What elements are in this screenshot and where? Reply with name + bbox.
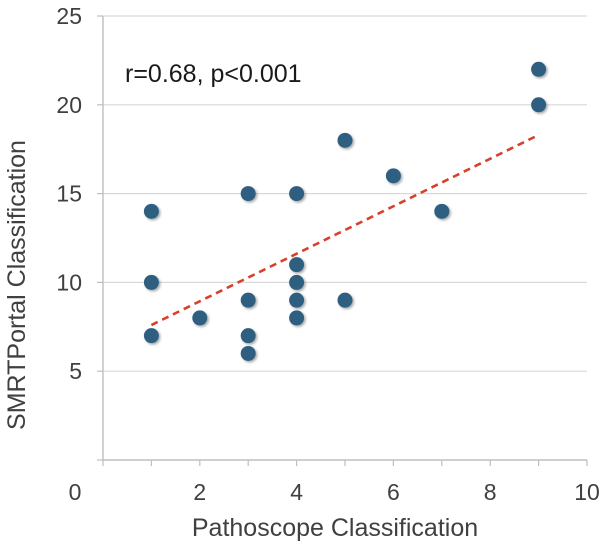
data-point-2 — [143, 203, 159, 219]
data-point-6 — [240, 292, 256, 308]
x-tick-label-2: 2 — [193, 479, 206, 505]
data-point-5 — [240, 328, 256, 344]
data-point-4 — [240, 345, 256, 361]
x-tick-label-8: 8 — [484, 479, 497, 505]
data-point-16 — [434, 203, 450, 219]
data-point-9 — [289, 292, 305, 308]
y-tick-label-15: 15 — [56, 181, 82, 207]
data-point-8 — [289, 310, 305, 326]
y-tick-label-25: 25 — [56, 3, 82, 29]
data-point-17 — [531, 97, 547, 113]
gridlines — [103, 15, 587, 372]
y-tick-label-20: 20 — [56, 92, 82, 118]
correlation-annotation: r=0.68, p<0.001 — [125, 60, 302, 88]
data-point-7 — [240, 186, 256, 202]
x-tick-label-10: 10 — [574, 479, 600, 505]
data-point-13 — [337, 292, 353, 308]
data-point-18 — [531, 61, 547, 77]
axes — [97, 15, 588, 466]
y-axis-title: SMRTPortal Classification — [3, 140, 31, 430]
data-point-12 — [289, 186, 305, 202]
data-point-14 — [337, 132, 353, 148]
data-point-10 — [289, 274, 305, 290]
y-tick-label-10: 10 — [56, 269, 82, 295]
data-points — [143, 61, 547, 361]
tick-labels: 0 2 4 6 8 10 5 10 15 20 25 — [56, 3, 599, 505]
x-axis-title: Pathoscope Classification — [192, 514, 478, 542]
data-point-0 — [143, 328, 159, 344]
y-tick-label-5: 5 — [69, 358, 82, 384]
data-point-1 — [143, 274, 159, 290]
x-tick-label-6: 6 — [387, 479, 400, 505]
data-point-3 — [192, 310, 208, 326]
x-tick-label-0: 0 — [69, 479, 82, 505]
x-tick-label-4: 4 — [290, 479, 303, 505]
data-point-15 — [385, 168, 401, 184]
data-point-11 — [289, 257, 305, 273]
